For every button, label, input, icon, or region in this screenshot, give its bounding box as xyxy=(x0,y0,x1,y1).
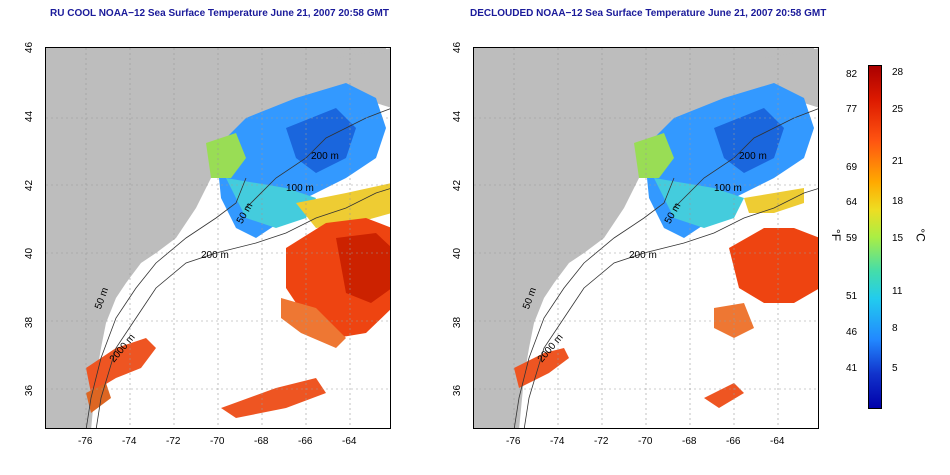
land-mass xyxy=(474,48,818,428)
lon-tick-68-right: -68 xyxy=(682,436,697,447)
lon-tick-66-right: -66 xyxy=(726,436,741,447)
cb-c-18: 18 xyxy=(892,196,904,207)
sst-cold-deep xyxy=(286,108,356,173)
lon-tick-64-left: -64 xyxy=(342,436,357,447)
cb-c-5: 5 xyxy=(892,363,898,374)
cb-c-11: 11 xyxy=(892,286,903,297)
sst-cyan xyxy=(654,178,744,228)
cb-f-77: 77 xyxy=(846,104,858,115)
lat-tick-42-left: 42 xyxy=(24,179,36,192)
lon-tick-64-right: -64 xyxy=(770,436,785,447)
cb-f-51: 51 xyxy=(846,291,858,302)
lon-tick-70-left: -70 xyxy=(210,436,225,447)
sst-south-strip xyxy=(514,348,569,388)
cb-c-15: 15 xyxy=(892,233,904,244)
lat-tick-42-right: 42 xyxy=(452,179,464,192)
right-map-title: DECLOUDED NOAA−12 Sea Surface Temperatur… xyxy=(470,8,827,19)
sst-cyan xyxy=(226,178,316,228)
cb-f-69: 69 xyxy=(846,162,858,173)
cb-c-25: 25 xyxy=(892,104,904,115)
lon-tick-74-left: -74 xyxy=(122,436,137,447)
lat-tick-40-right: 40 xyxy=(452,247,464,260)
lat-tick-46-right: 46 xyxy=(452,41,464,54)
sst-green xyxy=(634,133,674,178)
contour-label-200m-left: 200 m xyxy=(201,250,229,261)
lon-tick-72-right: -72 xyxy=(594,436,609,447)
lon-tick-72-left: -72 xyxy=(166,436,181,447)
contour-label-100m-left: 100 m xyxy=(286,183,314,194)
contour-label-200m-right-b: 200 m xyxy=(739,151,767,162)
land-nova-scotia xyxy=(724,48,818,108)
contour-50m xyxy=(85,177,247,428)
lon-tick-74-right: -74 xyxy=(550,436,565,447)
lon-tick-76-left: -76 xyxy=(78,436,93,447)
cb-f-46: 46 xyxy=(846,327,858,338)
right-sst-map: 50 m 100 m 200 m 200 m 50 m 2000 m xyxy=(473,47,819,429)
sst-warm-core xyxy=(336,233,390,303)
contour-label-200m-right: 200 m xyxy=(629,250,657,261)
sst-south-strip xyxy=(86,338,156,393)
unit-celsius: °C xyxy=(913,228,928,242)
lat-tick-36-right: 36 xyxy=(452,384,464,397)
sst-warm-eddy xyxy=(729,228,818,303)
lat-tick-44-left: 44 xyxy=(24,110,36,123)
cb-c-21: 21 xyxy=(892,156,904,167)
sst-yellow-band xyxy=(744,188,804,213)
lat-tick-40-left: 40 xyxy=(24,247,36,260)
temperature-colorbar xyxy=(868,65,882,409)
lon-tick-70-right: -70 xyxy=(638,436,653,447)
cb-f-64: 64 xyxy=(846,197,858,208)
lat-tick-46-left: 46 xyxy=(24,41,36,54)
unit-fahrenheit: °F xyxy=(829,228,844,242)
cb-c-8: 8 xyxy=(892,323,898,334)
contour-50m xyxy=(513,177,675,428)
land-mass xyxy=(46,48,390,428)
cb-f-82: 82 xyxy=(846,69,858,80)
sst-south-patch xyxy=(704,383,744,408)
lat-tick-44-right: 44 xyxy=(452,110,464,123)
lat-tick-38-right: 38 xyxy=(452,316,464,329)
contour-label-100m-right: 100 m xyxy=(714,183,742,194)
sst-cold-deep xyxy=(714,108,784,173)
lon-tick-66-left: -66 xyxy=(298,436,313,447)
sst-warm-tail xyxy=(281,298,346,348)
sst-warm-patch xyxy=(714,303,754,338)
cb-f-41: 41 xyxy=(846,363,858,374)
lat-tick-36-left: 36 xyxy=(24,384,36,397)
sst-gulfstream xyxy=(86,383,111,413)
lon-tick-68-left: -68 xyxy=(254,436,269,447)
land-nova-scotia xyxy=(296,48,390,108)
sst-south-patch xyxy=(221,378,326,418)
cb-c-28: 28 xyxy=(892,67,904,78)
left-map-title: RU COOL NOAA−12 Sea Surface Temperature … xyxy=(50,8,389,19)
sst-green xyxy=(206,133,246,178)
lon-tick-76-right: -76 xyxy=(506,436,521,447)
cb-f-59: 59 xyxy=(846,233,858,244)
contour-label-200m-left-b: 200 m xyxy=(311,151,339,162)
lat-tick-38-left: 38 xyxy=(24,316,36,329)
left-sst-map: 50 m 100 m 200 m 200 m 50 m 2000 m xyxy=(45,47,391,429)
